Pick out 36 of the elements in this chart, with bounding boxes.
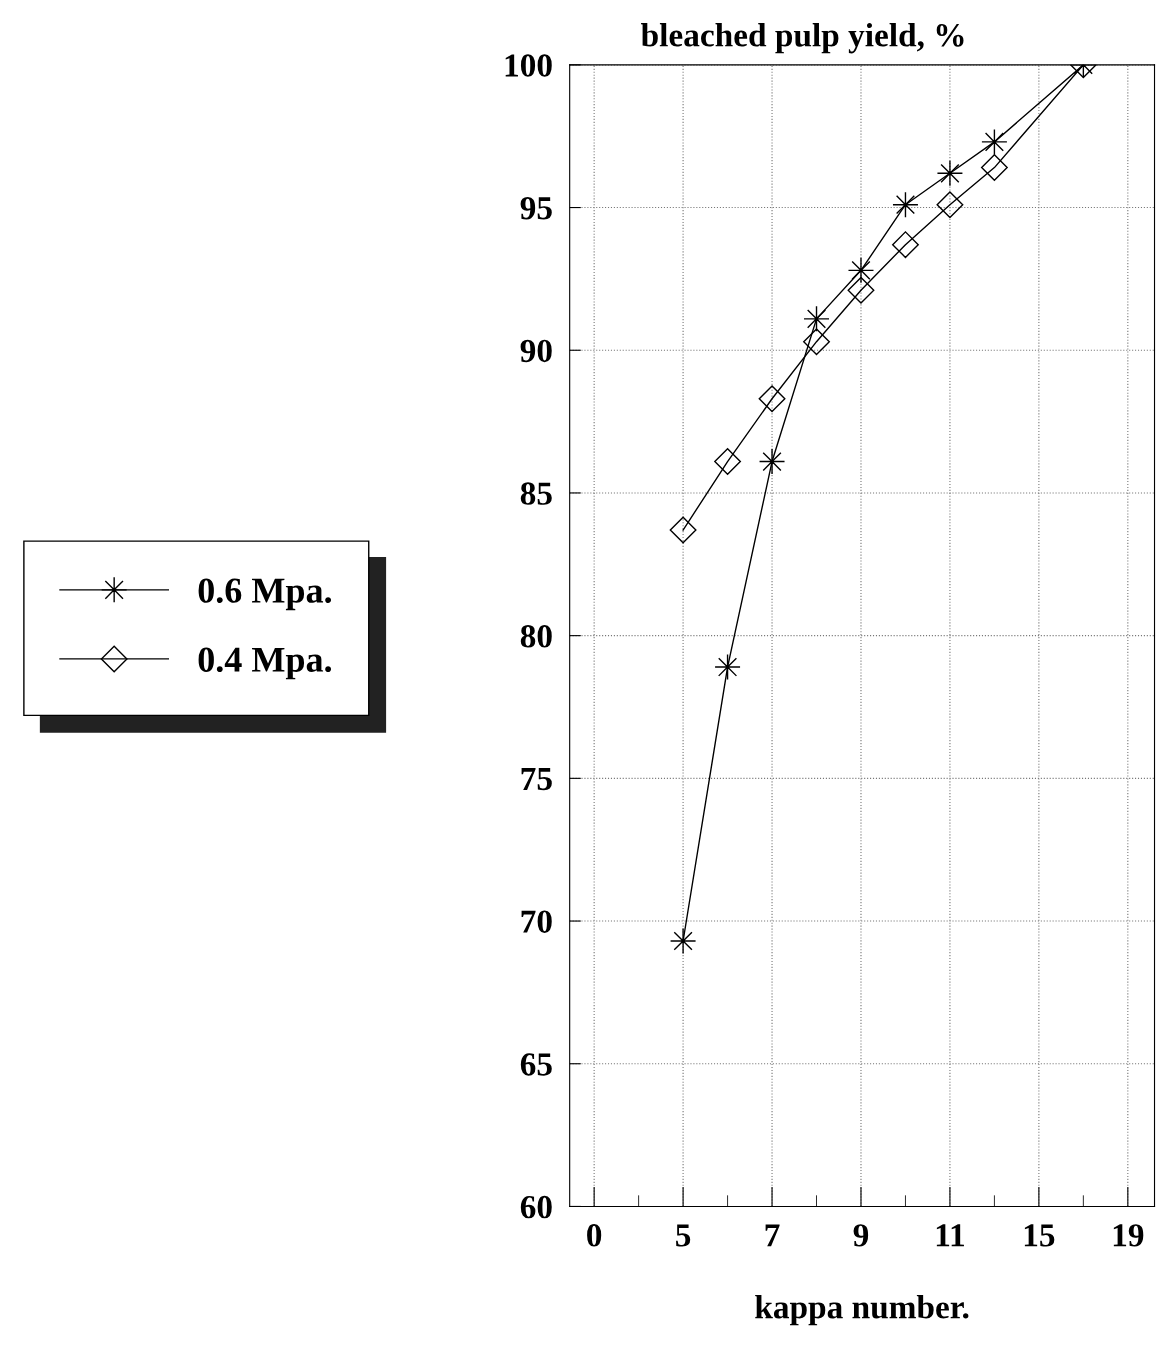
x-tick-label: 0 <box>587 1224 602 1247</box>
y-tick-label: 60 <box>520 1195 552 1219</box>
point <box>714 448 742 476</box>
y-tick-label: 100 <box>505 54 552 77</box>
point <box>936 191 964 219</box>
point <box>892 231 919 259</box>
y-axis-title: bleached pulp yield, % <box>641 23 964 54</box>
y-tick-label: 95 <box>520 197 552 220</box>
x-tick-label: 7 <box>765 1224 780 1247</box>
legend-label: 0.6 Mpa. <box>198 578 332 611</box>
point <box>847 276 875 304</box>
y-tick-label: 85 <box>520 482 552 505</box>
y-tick-label: 80 <box>520 625 552 648</box>
x-tick-label: 15 <box>1024 1224 1055 1247</box>
point <box>758 448 786 475</box>
point <box>803 305 830 333</box>
y-tick-label: 65 <box>520 1053 552 1076</box>
x-tick-label: 11 <box>936 1224 964 1247</box>
point <box>936 160 964 187</box>
point <box>981 128 1008 156</box>
y-tick-label: 75 <box>521 768 552 791</box>
point <box>669 516 697 544</box>
point <box>803 328 830 356</box>
point <box>980 154 1008 182</box>
x-tick-label: 9 <box>853 1224 869 1247</box>
point <box>758 385 786 413</box>
point <box>847 257 875 284</box>
x-tick-label: 19 <box>1113 1224 1144 1247</box>
y-tick-label: 70 <box>521 910 552 933</box>
point <box>669 927 697 955</box>
y-tick-label: 90 <box>520 339 552 363</box>
x-tick-label: 5 <box>676 1224 691 1247</box>
x-axis-title: kappa number. <box>755 1295 969 1326</box>
point <box>892 191 919 218</box>
legend-label: 0.4 Mpa. <box>198 647 332 680</box>
point <box>714 653 741 681</box>
